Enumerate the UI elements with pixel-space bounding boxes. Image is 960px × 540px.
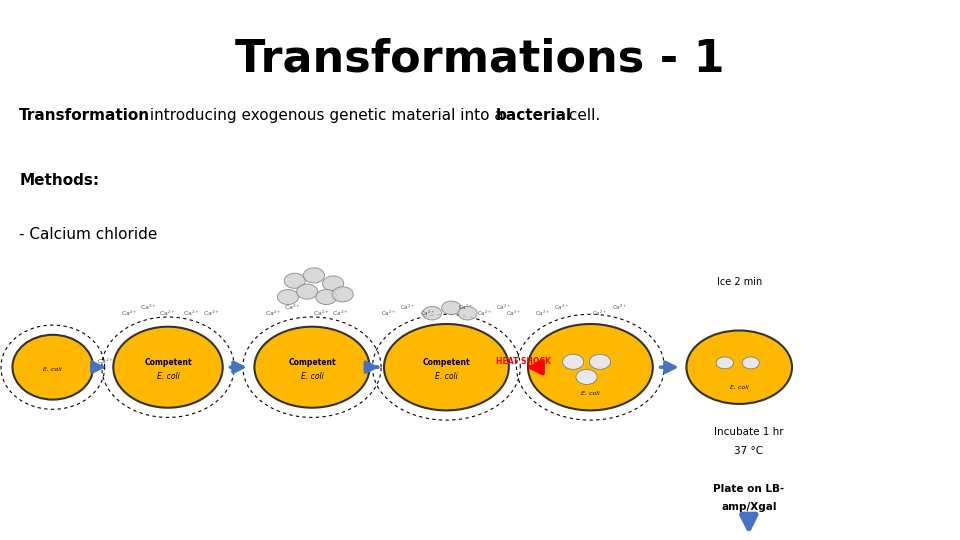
Ellipse shape	[422, 306, 442, 320]
Ellipse shape	[563, 354, 584, 369]
Text: Competent: Competent	[422, 359, 470, 367]
Text: Ca$^{2+}$: Ca$^{2+}$	[140, 303, 157, 313]
Ellipse shape	[576, 369, 597, 384]
Text: Ca$^{2+}$: Ca$^{2+}$	[265, 308, 282, 318]
Text: Methods:: Methods:	[19, 173, 99, 188]
Text: Ca$^{2+}$: Ca$^{2+}$	[400, 303, 416, 313]
Text: Ca$^{2+}$: Ca$^{2+}$	[458, 303, 473, 313]
Text: Ca$^{2+}$: Ca$^{2+}$	[554, 303, 569, 313]
Text: Ca$^{2+}$: Ca$^{2+}$	[535, 308, 550, 318]
Ellipse shape	[442, 301, 461, 314]
Ellipse shape	[297, 284, 318, 299]
Text: Competent: Competent	[144, 359, 192, 367]
Ellipse shape	[284, 273, 305, 288]
Text: Ca$^{2+}$: Ca$^{2+}$	[203, 308, 220, 318]
Text: E. coli: E. coli	[581, 390, 600, 396]
Text: Incubate 1 hr: Incubate 1 hr	[714, 427, 783, 437]
Ellipse shape	[716, 357, 733, 369]
Text: Ice 2 min: Ice 2 min	[716, 277, 762, 287]
Ellipse shape	[303, 268, 324, 283]
Text: Ca$^{2+}$: Ca$^{2+}$	[159, 308, 177, 318]
Text: Competent: Competent	[288, 359, 336, 367]
Text: E. coli: E. coli	[43, 367, 62, 373]
Text: Ca$^{2+}$: Ca$^{2+}$	[592, 308, 608, 318]
Text: Ca$^{2+}$: Ca$^{2+}$	[420, 308, 435, 318]
Text: Ca$^{2+}$: Ca$^{2+}$	[121, 308, 138, 318]
Ellipse shape	[332, 287, 353, 302]
Ellipse shape	[277, 289, 299, 305]
Text: - Calcium chloride: - Calcium chloride	[19, 227, 157, 242]
Text: HEAT SHOCK: HEAT SHOCK	[495, 357, 551, 366]
Text: Ca$^{2+}$: Ca$^{2+}$	[97, 357, 114, 367]
Text: Ca$^{2+}$: Ca$^{2+}$	[183, 308, 201, 318]
Text: Plate on LB-: Plate on LB-	[713, 484, 784, 494]
Text: E. coli: E. coli	[730, 385, 749, 390]
Text: Ca$^{2+}$: Ca$^{2+}$	[381, 308, 396, 318]
Text: Ca$^{2+}$: Ca$^{2+}$	[612, 303, 627, 313]
Text: bacterial: bacterial	[495, 108, 571, 123]
Text: cell.: cell.	[564, 108, 601, 123]
Text: amp/Xgal: amp/Xgal	[721, 502, 777, 511]
Text: Ca$^{2+}$: Ca$^{2+}$	[332, 308, 349, 318]
Text: Ca$^{2+}$: Ca$^{2+}$	[506, 308, 521, 318]
Text: Ca$^{2+}$: Ca$^{2+}$	[313, 308, 330, 318]
Ellipse shape	[316, 289, 337, 305]
Ellipse shape	[384, 324, 509, 410]
Text: E. coli: E. coli	[435, 373, 458, 381]
Text: 37 °C: 37 °C	[734, 446, 763, 456]
Text: Ca$^{2+}$: Ca$^{2+}$	[284, 303, 301, 313]
Text: Ca$^{2+}$: Ca$^{2+}$	[496, 303, 512, 313]
Text: E. coli: E. coli	[156, 373, 180, 381]
Ellipse shape	[12, 335, 93, 400]
Ellipse shape	[113, 327, 223, 408]
Text: E. coli: E. coli	[300, 373, 324, 381]
Ellipse shape	[742, 357, 759, 369]
Text: Transformation: Transformation	[19, 108, 151, 123]
Ellipse shape	[528, 324, 653, 410]
Text: introducing exogenous genetic material into a: introducing exogenous genetic material i…	[145, 108, 509, 123]
Ellipse shape	[254, 327, 370, 408]
Text: Transformations - 1: Transformations - 1	[235, 38, 725, 81]
Ellipse shape	[323, 276, 344, 291]
Ellipse shape	[589, 354, 611, 369]
Ellipse shape	[686, 330, 792, 404]
Text: Ca$^{2+}$: Ca$^{2+}$	[477, 308, 492, 318]
Ellipse shape	[458, 306, 477, 320]
